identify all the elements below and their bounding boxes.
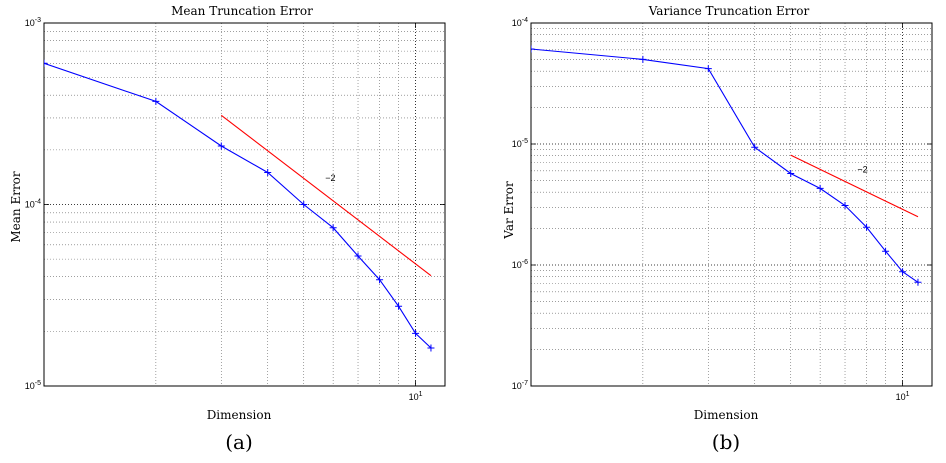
- x-tick-label: 101: [409, 391, 423, 402]
- data-point-marker: [899, 268, 907, 276]
- data-point-marker: [44, 59, 48, 67]
- data-point-marker: [300, 201, 308, 208]
- chart-a-plot: 10-3 10-4 10-5 101 −2: [25, 17, 446, 402]
- chart-a-series-0: [44, 59, 435, 352]
- data-point-marker: [412, 329, 420, 337]
- chart-a-grid: [44, 23, 445, 387]
- series-line: [44, 62, 432, 349]
- chart-b-series-0: [531, 45, 922, 286]
- data-point-marker: [329, 224, 337, 232]
- series-line: [790, 154, 919, 218]
- x-tick-label: 101: [896, 391, 910, 402]
- data-point-marker: [427, 344, 435, 352]
- series-line: [220, 114, 432, 277]
- chart-b-xlabel: Dimension: [694, 408, 759, 422]
- data-point-marker: [639, 55, 647, 63]
- chart-b-plot: 10-4 10-5 10-6 10-7 101 −2: [512, 17, 933, 402]
- y-tick-label: 10-5: [512, 138, 528, 149]
- data-point-marker: [264, 169, 272, 177]
- data-point-marker: [751, 143, 759, 151]
- data-point-marker: [816, 184, 824, 192]
- data-point-marker: [841, 202, 849, 210]
- panel-b: Variance Truncation Error Dimension Var …: [502, 4, 810, 454]
- y-tick-label: 10-3: [25, 17, 41, 28]
- chart-a-ylabel: Mean Error: [9, 171, 23, 243]
- data-point-marker: [914, 278, 922, 286]
- data-point-marker: [217, 142, 225, 150]
- chart-b-grid: [531, 23, 932, 387]
- data-point-marker: [354, 252, 362, 260]
- caption-b: (b): [712, 430, 740, 454]
- data-point-marker: [882, 247, 890, 255]
- chart-b-title: Variance Truncation Error: [648, 4, 810, 18]
- chart-b-axes-box: [530, 22, 933, 387]
- chart-a-series-1: [220, 114, 432, 277]
- data-point-marker: [376, 276, 384, 284]
- chart-b-ylabel: Var Error: [502, 181, 516, 240]
- y-tick-label: 10-7: [512, 380, 528, 391]
- chart-b-series-1: [790, 154, 919, 218]
- chart-a-xlabel: Dimension: [207, 408, 272, 422]
- y-tick-label: 10-5: [25, 380, 41, 391]
- y-tick-label: 10-4: [512, 17, 528, 28]
- panel-a: Mean Truncation Error Dimension Mean Err…: [9, 4, 313, 454]
- y-tick-label: 10-6: [512, 259, 528, 270]
- chart-a-title: Mean Truncation Error: [171, 4, 313, 18]
- slope-annotation: −2: [857, 165, 867, 175]
- data-point-marker: [531, 45, 535, 53]
- data-point-marker: [787, 170, 795, 178]
- data-point-marker: [863, 223, 871, 231]
- data-point-marker: [152, 97, 160, 105]
- data-point-marker: [395, 302, 403, 310]
- caption-a: (a): [225, 430, 253, 454]
- y-tick-label: 10-4: [25, 199, 41, 210]
- data-point-marker: [704, 65, 712, 73]
- slope-annotation: −2: [325, 173, 335, 183]
